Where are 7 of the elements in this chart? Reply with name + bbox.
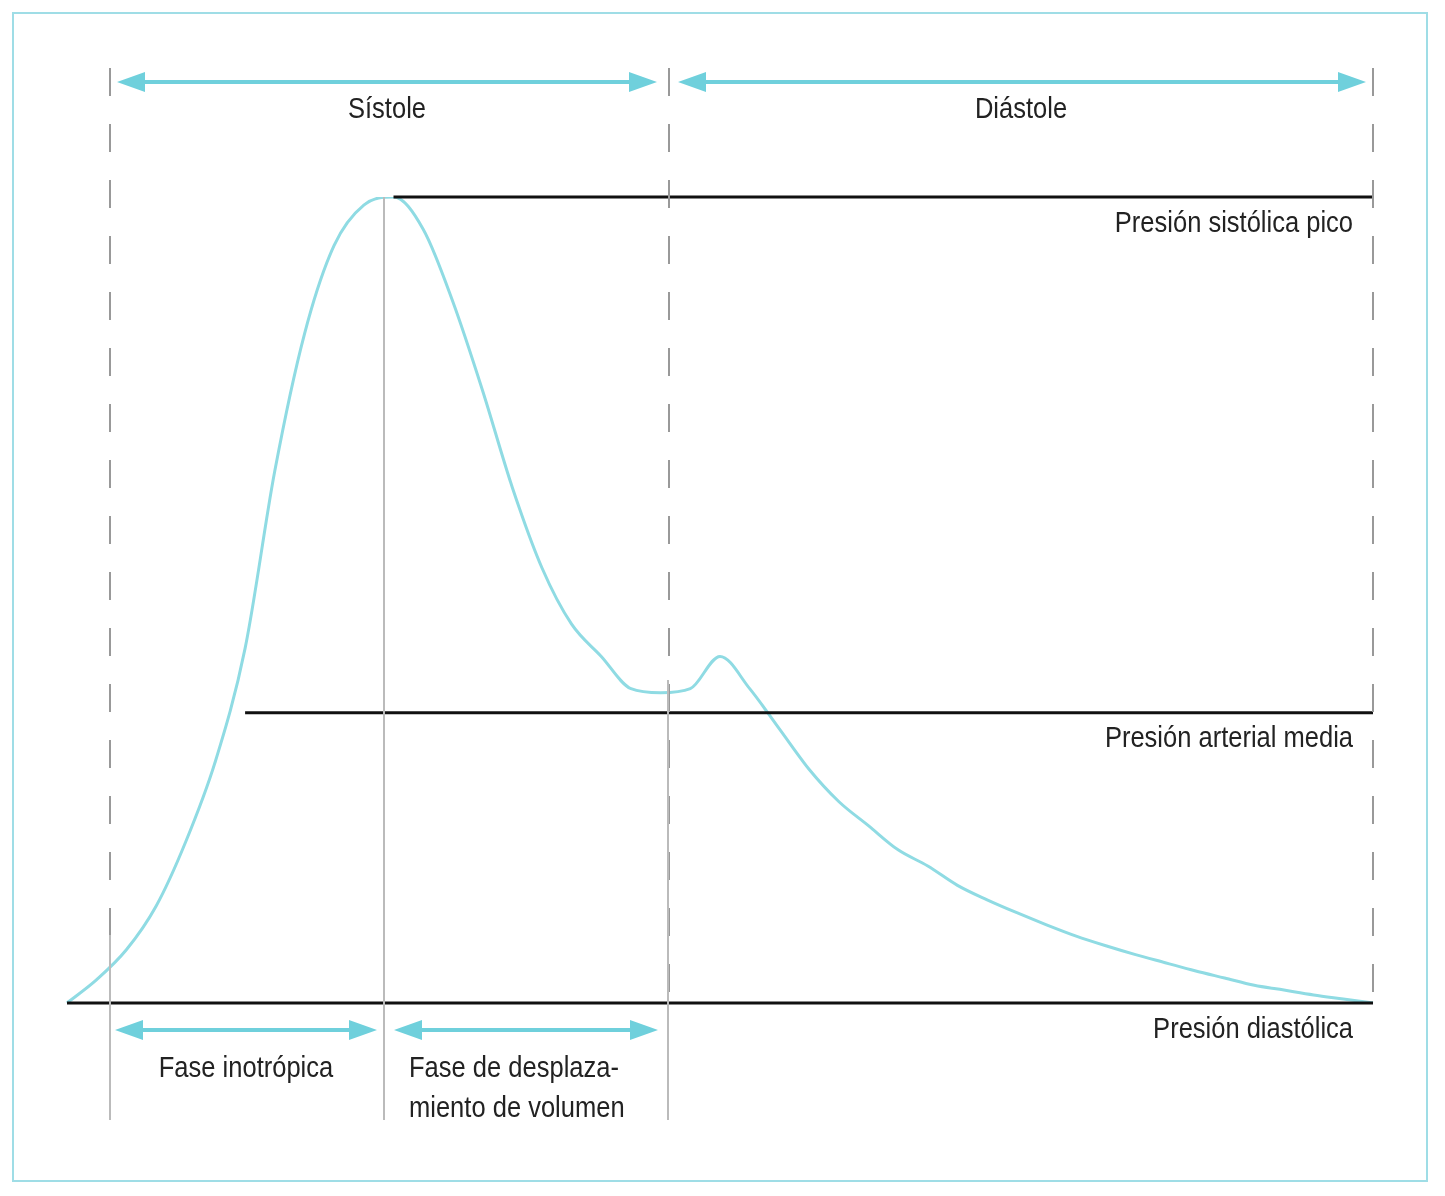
ref-line-label: Presión diastólica [1153,1010,1354,1044]
text: Fase inotrópica [158,1050,334,1085]
ref-line-label: Presión sistólica pico [1114,204,1353,238]
text: Fase de desplaza- miento de volumen [409,1050,625,1125]
text: Sístole [347,91,427,126]
ref-line-label: Presión arterial media [1104,720,1354,754]
text: Diástole [974,91,1068,126]
